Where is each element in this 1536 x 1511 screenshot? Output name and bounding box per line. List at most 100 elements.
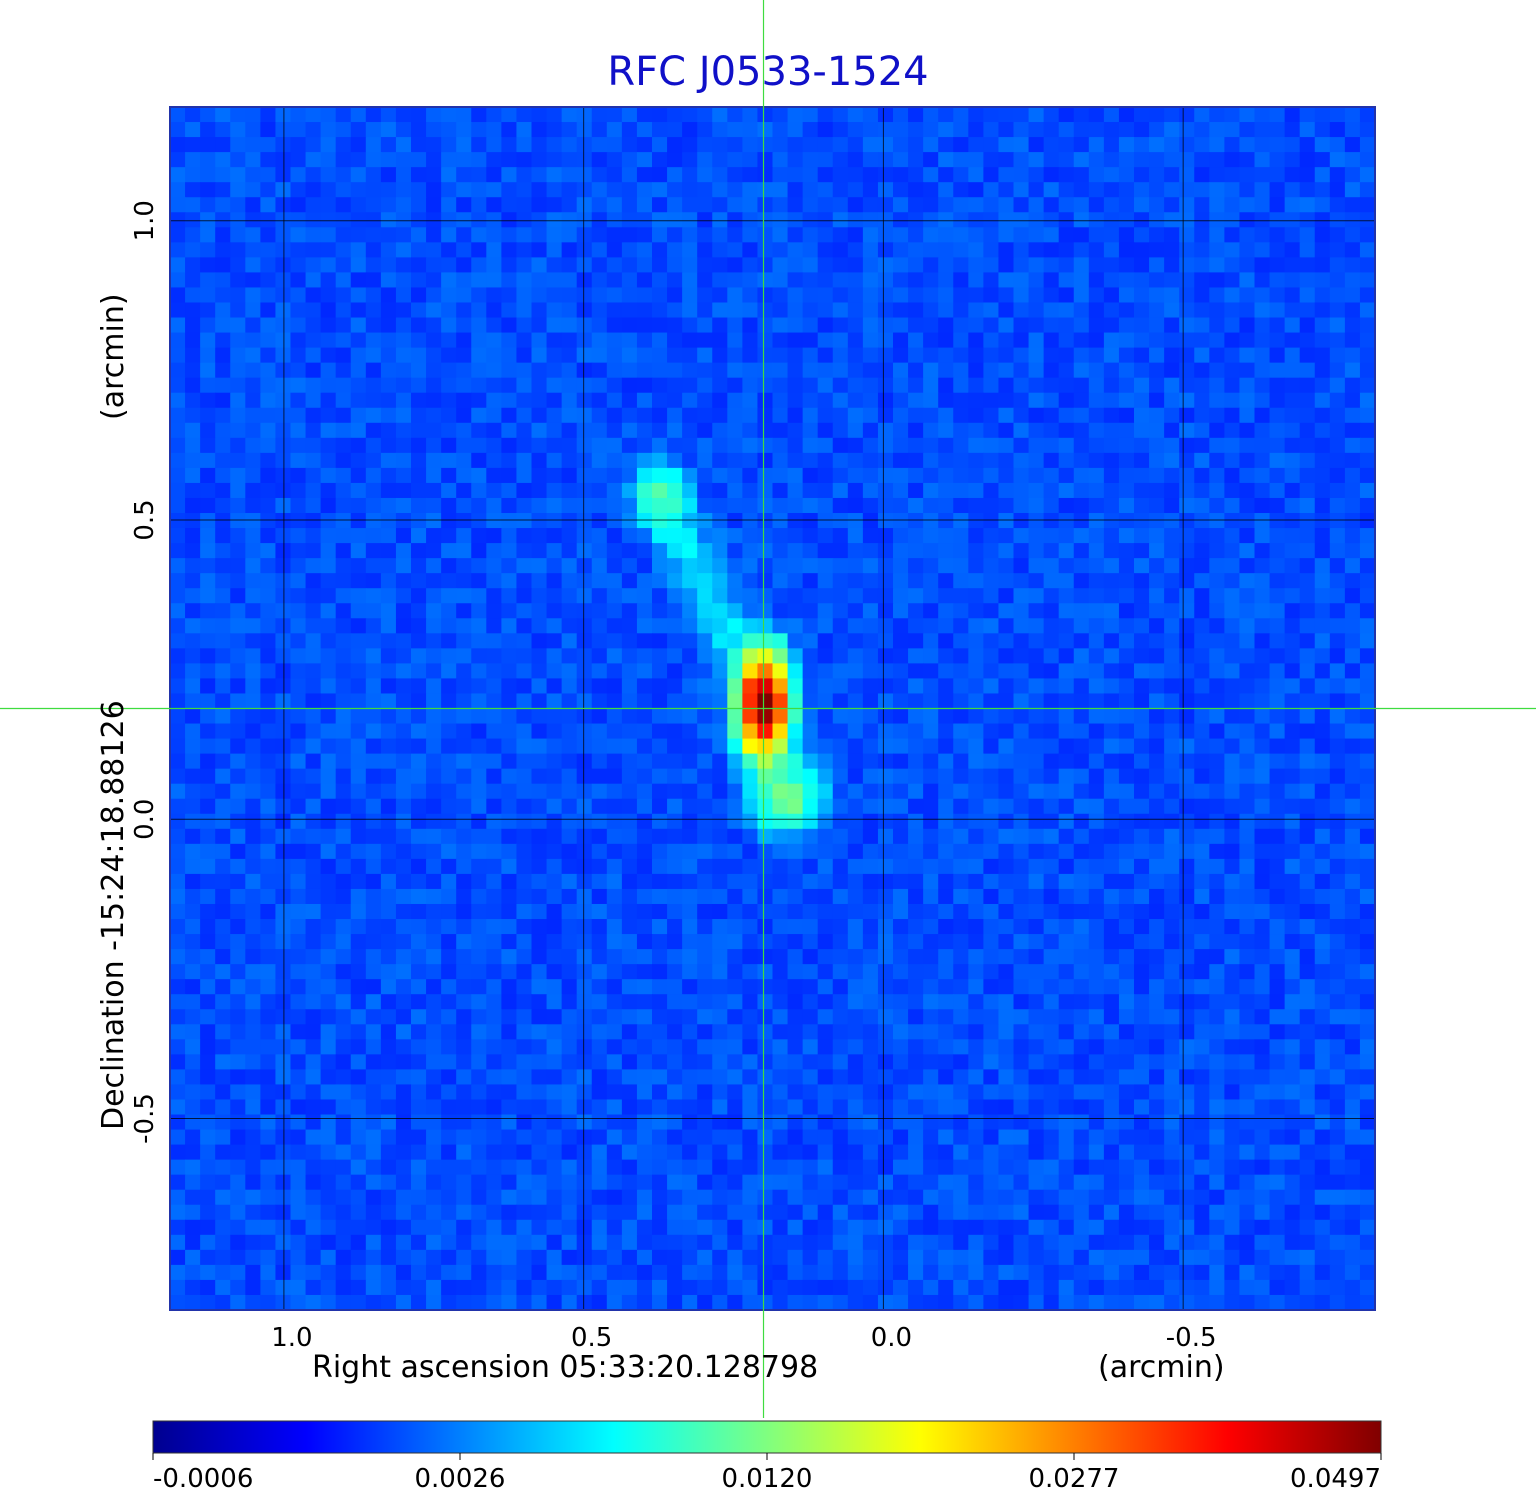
image-pixel (1103, 182, 1120, 198)
image-pixel (1088, 768, 1105, 785)
image-pixel (1239, 152, 1256, 168)
image-pixel (727, 618, 743, 634)
image-pixel (606, 949, 623, 965)
image-pixel (501, 437, 518, 454)
image-pixel (365, 347, 382, 364)
image-pixel (546, 272, 563, 289)
image-pixel (1013, 1009, 1030, 1025)
image-pixel (1134, 182, 1150, 198)
image-pixel (938, 964, 954, 980)
image-pixel (275, 888, 292, 905)
image-pixel (983, 257, 1000, 274)
image-pixel (1329, 227, 1346, 243)
image-pixel (546, 573, 563, 589)
image-pixel (516, 768, 533, 785)
image-pixel (230, 543, 246, 559)
image-pixel (456, 783, 472, 800)
image-pixel (335, 994, 352, 1010)
image-pixel (1224, 347, 1241, 364)
image-pixel (215, 648, 231, 664)
image-pixel (636, 467, 653, 484)
image-pixel (667, 1039, 683, 1055)
image-pixel (682, 798, 698, 815)
image-pixel (1299, 242, 1316, 258)
image-pixel (1179, 227, 1195, 243)
image-pixel (1239, 603, 1256, 619)
image-pixel (621, 813, 638, 830)
image-pixel (1118, 1024, 1135, 1040)
image-pixel (847, 934, 864, 950)
image-pixel (817, 167, 834, 183)
image-pixel (742, 618, 759, 634)
image-pixel (893, 513, 909, 529)
image-pixel (998, 482, 1015, 499)
image-pixel (531, 497, 548, 514)
image-pixel (411, 347, 427, 364)
image-pixel (923, 738, 939, 755)
image-pixel (320, 949, 337, 965)
image-pixel (606, 422, 623, 439)
image-pixel (230, 903, 246, 920)
image-pixel (1088, 738, 1105, 755)
image-pixel (1073, 768, 1090, 785)
image-pixel (1043, 768, 1060, 785)
image-pixel (1269, 347, 1286, 364)
image-pixel (290, 919, 307, 935)
image-pixel (998, 422, 1015, 439)
image-pixel (561, 302, 578, 319)
image-pixel (621, 362, 638, 379)
image-pixel (998, 919, 1015, 935)
image-pixel (441, 708, 457, 725)
image-pixel (516, 513, 533, 529)
image-pixel (290, 678, 307, 695)
image-pixel (546, 197, 563, 213)
image-pixel (953, 392, 969, 409)
image-pixel (1284, 272, 1301, 289)
image-pixel (953, 182, 969, 198)
image-pixel (1209, 723, 1225, 740)
image-pixel (546, 513, 563, 529)
image-pixel (501, 648, 518, 664)
image-pixel (1299, 678, 1316, 695)
image-pixel (1314, 227, 1331, 243)
image-pixel (697, 137, 713, 153)
image-pixel (305, 663, 322, 680)
image-pixel (275, 543, 292, 559)
image-pixel (200, 528, 216, 544)
image-pixel (1284, 392, 1301, 409)
image-pixel (682, 934, 698, 950)
image-pixel (697, 392, 713, 409)
image-pixel (1028, 467, 1045, 484)
image-pixel (395, 332, 412, 349)
image-pixel (486, 738, 502, 755)
image-pixel (320, 663, 337, 680)
image-pixel (968, 227, 984, 243)
image-pixel (365, 317, 382, 334)
image-pixel (832, 783, 849, 800)
image-pixel (938, 287, 954, 304)
image-pixel (862, 558, 879, 574)
image-pixel (1179, 964, 1195, 980)
image-pixel (1209, 528, 1225, 544)
image-pixel (968, 843, 984, 860)
image-pixel (1314, 738, 1331, 755)
image-pixel (215, 528, 231, 544)
image-pixel (606, 302, 623, 319)
image-pixel (380, 1009, 397, 1025)
image-pixel (1028, 573, 1045, 589)
image-pixel (667, 768, 683, 785)
image-pixel (1043, 347, 1060, 364)
image-pixel (1088, 332, 1105, 349)
image-pixel (953, 753, 969, 770)
image-pixel (1344, 633, 1361, 649)
image-pixel (215, 1024, 231, 1040)
image-pixel (260, 648, 277, 664)
image-pixel (576, 798, 593, 815)
image-pixel (652, 377, 668, 394)
image-pixel (1239, 377, 1256, 394)
image-pixel (305, 122, 322, 138)
image-pixel (938, 452, 954, 469)
image-pixel (1254, 272, 1271, 289)
image-pixel (1254, 287, 1271, 304)
image-pixel (1149, 648, 1165, 664)
